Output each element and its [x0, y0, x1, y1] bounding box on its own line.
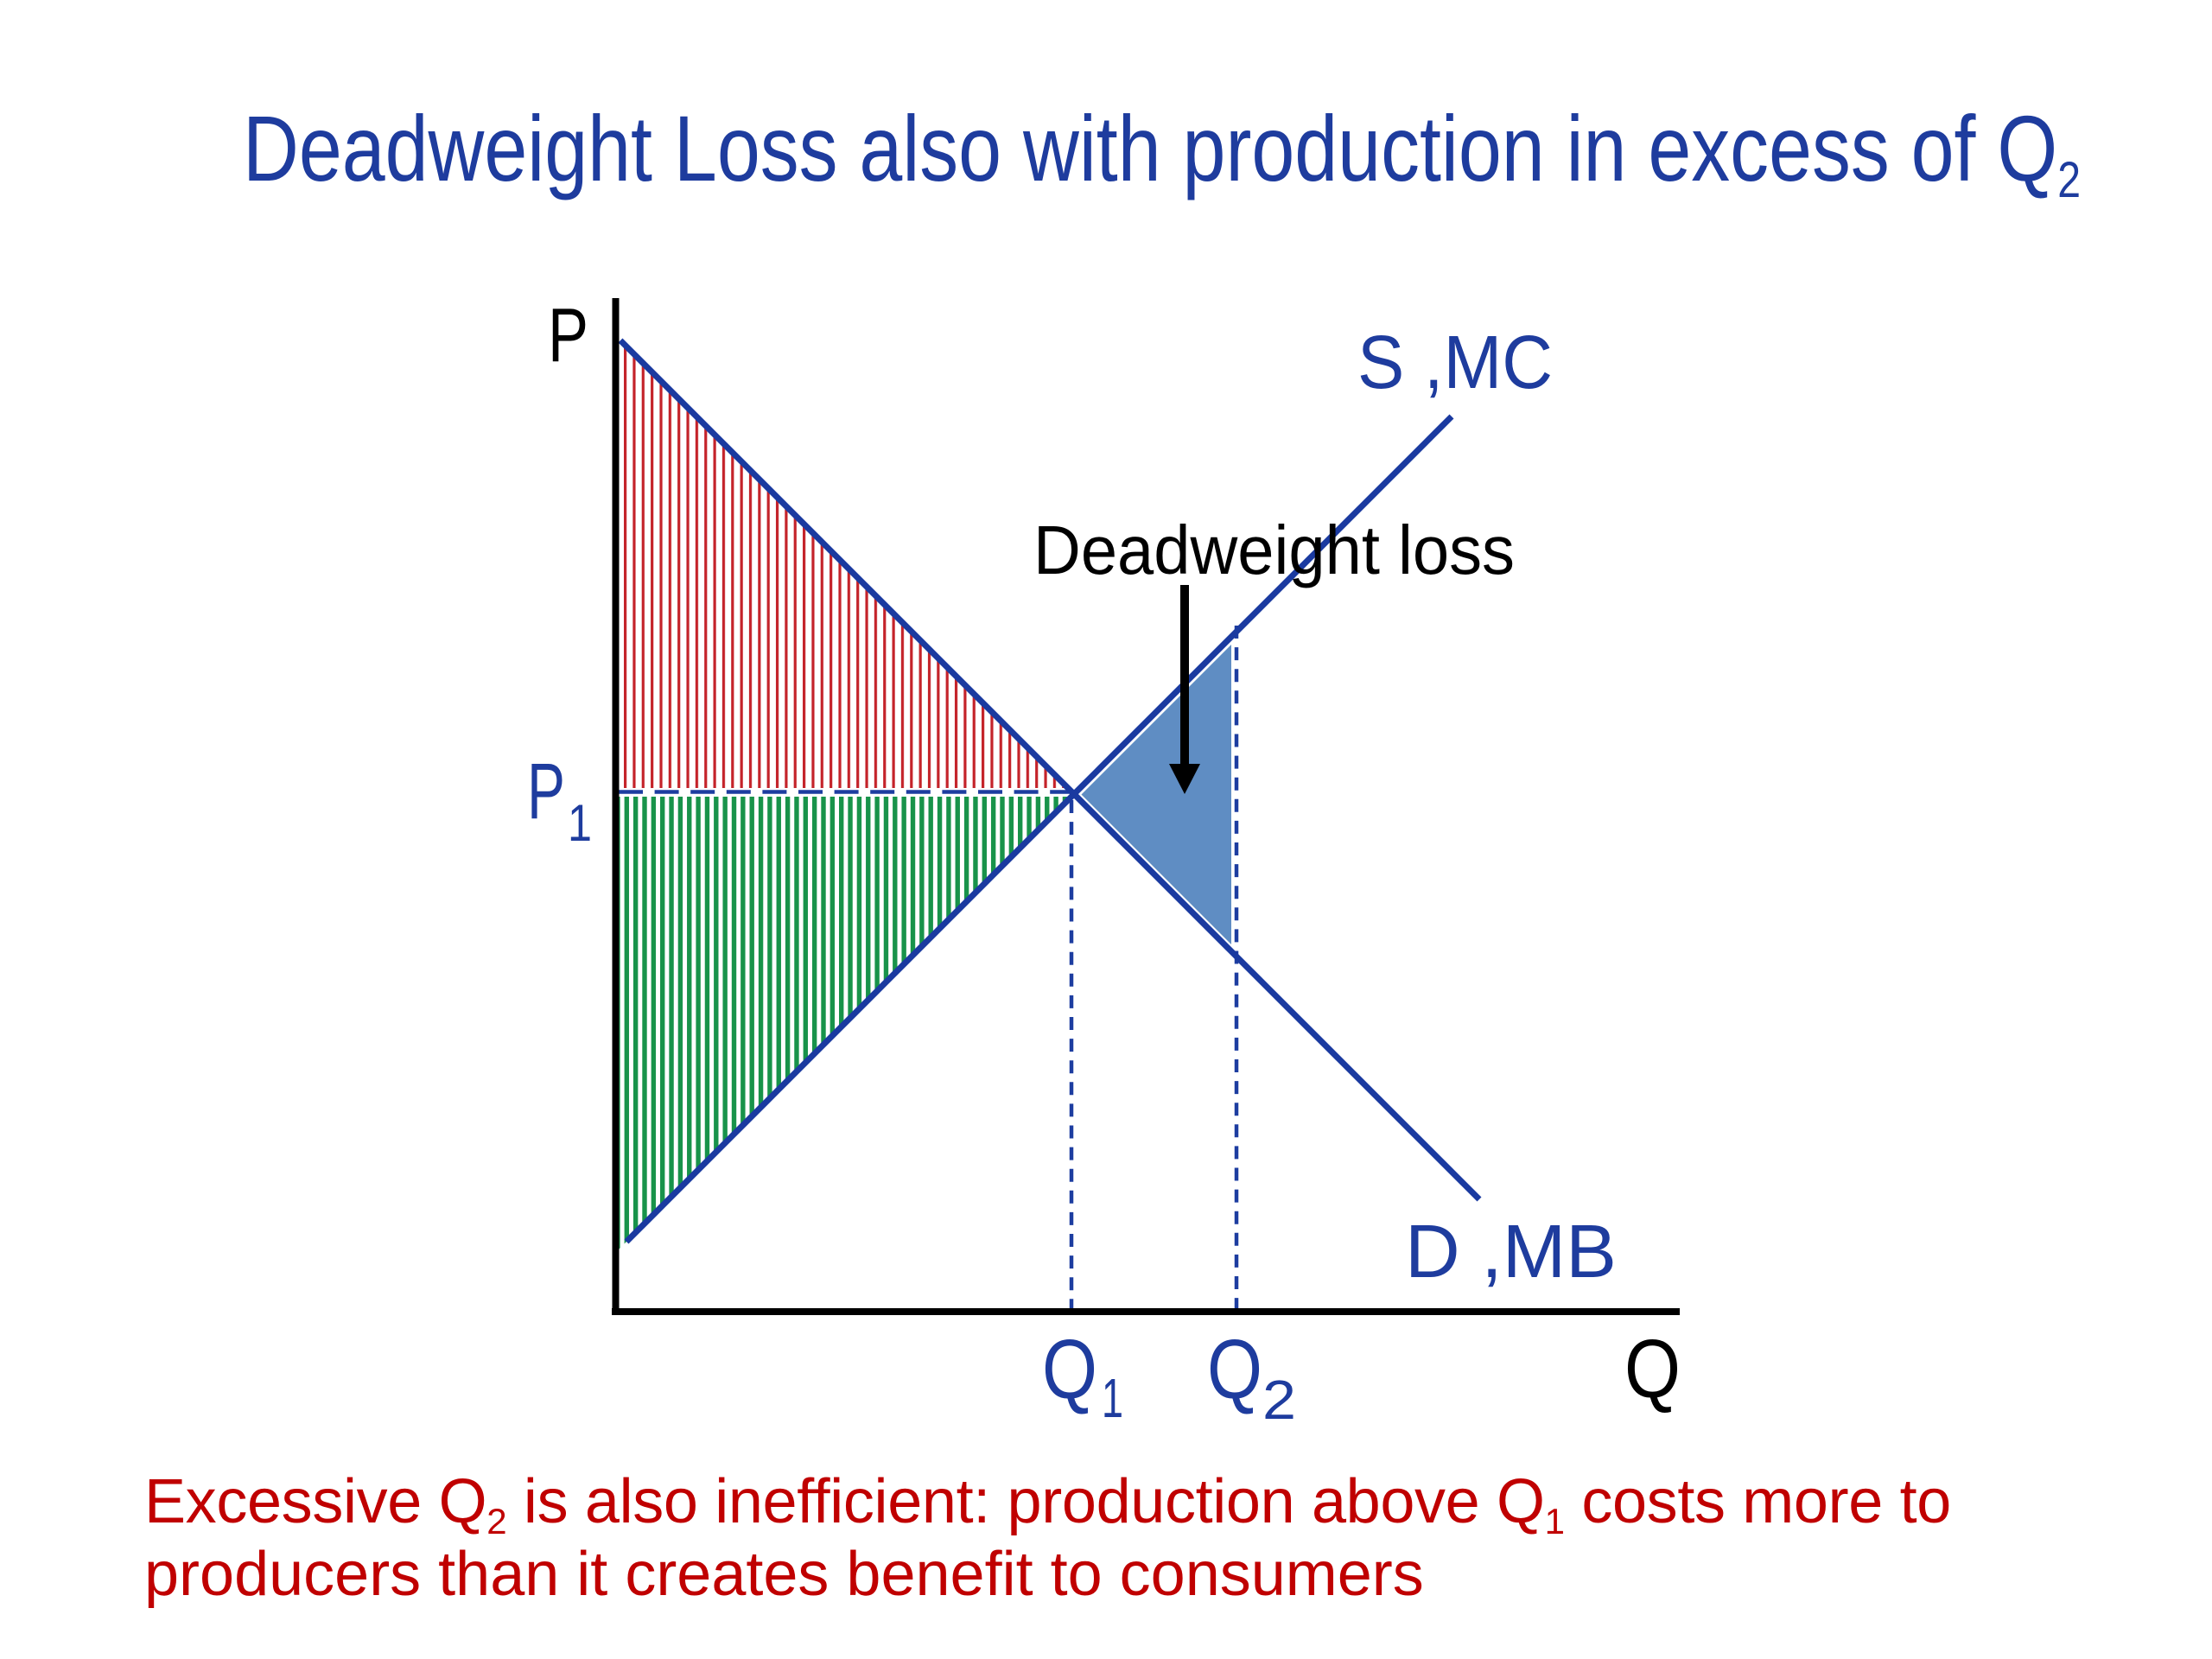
svg-text:S ,MC: S ,MC — [1357, 321, 1553, 404]
svg-text:Deadweight loss: Deadweight loss — [1033, 512, 1515, 588]
svg-text:Q: Q — [1207, 1322, 1262, 1416]
svg-text:P: P — [527, 747, 565, 836]
svg-text:1: 1 — [1102, 1367, 1123, 1429]
svg-text:P: P — [548, 292, 588, 378]
svg-text:Q: Q — [1624, 1323, 1681, 1415]
svg-text:D ,MB: D ,MB — [1405, 1210, 1617, 1294]
svg-text:1: 1 — [568, 794, 592, 852]
svg-text:Q: Q — [1042, 1322, 1097, 1416]
svg-text:2: 2 — [1262, 1369, 1296, 1431]
